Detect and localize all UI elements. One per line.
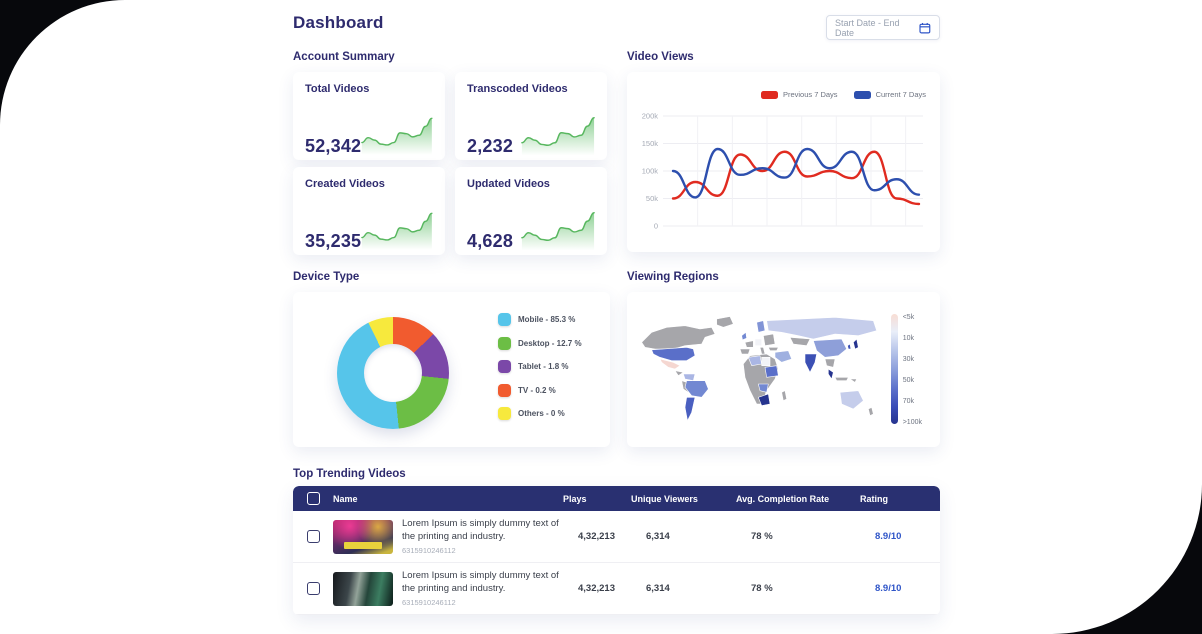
legend-swatch — [498, 313, 511, 326]
card-created-videos: Created Videos 35,235 — [293, 167, 445, 255]
legend-swatch — [498, 383, 511, 397]
svg-text:0: 0 — [654, 222, 658, 231]
column-rating[interactable]: Rating — [860, 493, 888, 504]
card-transcoded-videos: Transcoded Videos 2,232 — [455, 72, 607, 160]
legend-tv: TV - 0.2 % — [498, 383, 582, 397]
video-id: 6315910246112 — [402, 546, 456, 556]
legend-swatch-red — [760, 90, 778, 99]
card-title: Total Videos — [305, 83, 370, 95]
video-views-line-chart: 0 50k 100k 150k 200k — [642, 112, 923, 231]
sparkline-chart — [361, 212, 433, 250]
card-title: Created Videos — [305, 178, 385, 190]
card-value: 4,628 — [467, 231, 514, 251]
scale-labels: <5k 10k 30k 50k 70k >100k — [903, 314, 922, 426]
sparkline-chart — [521, 212, 595, 251]
legend-label: Previous 7 Days — [782, 90, 838, 99]
row-checkbox[interactable] — [306, 582, 320, 595]
row-checkbox[interactable] — [306, 530, 320, 543]
avg-completion-value: 78 % — [751, 531, 773, 542]
scale-label: >100k — [902, 419, 922, 426]
avg-completion-value: 78 % — [751, 583, 773, 594]
table-row[interactable]: Lorem Ipsum is simply dummy text of the … — [293, 563, 940, 615]
line-chart-legend: Previous 7 Days Current 7 Days — [760, 90, 926, 99]
legend-others: Others - 0 % — [498, 407, 582, 420]
video-title: Lorem Ipsum is simply dummy text of the … — [402, 517, 559, 542]
section-device-type: Device Type — [293, 271, 360, 283]
card-total-videos: Total Videos 52,342 — [293, 72, 445, 160]
legend-swatch — [498, 360, 511, 373]
plays-value: 4,32,213 — [578, 531, 615, 542]
video-views-panel: Previous 7 Days Current 7 Days 0 50k 100k 1… — [627, 72, 940, 252]
svg-text:150k: 150k — [642, 139, 659, 148]
card-value: 2,232 — [467, 136, 514, 156]
legend-previous-7-days[interactable]: Previous 7 Days — [760, 90, 838, 99]
video-thumbnail[interactable] — [333, 571, 393, 606]
rating-link[interactable]: 8.9/10 — [875, 583, 902, 594]
scale-gradient-bar — [890, 314, 898, 424]
column-name[interactable]: Name — [333, 493, 358, 504]
legend-swatch — [498, 336, 511, 350]
section-viewing-regions: Viewing Regions — [627, 271, 719, 283]
legend-label: TV - 0.2 % — [518, 385, 556, 395]
column-avg-completion-rate[interactable]: Avg. Completion Rate — [736, 493, 830, 504]
legend-tablet: Tablet - 1.8 % — [498, 360, 582, 373]
viewing-regions-panel: <5k 10k 30k 50k 70k >100k — [627, 292, 940, 447]
select-all-checkbox[interactable] — [306, 492, 320, 505]
card-title: Updated Videos — [467, 178, 550, 190]
device-type-donut-chart — [337, 317, 449, 429]
rating-link[interactable]: 8.9/10 — [875, 531, 902, 542]
legend-label: Tablet - 1.8 % — [518, 362, 569, 371]
column-plays[interactable]: Plays — [563, 493, 587, 504]
world-map — [641, 316, 877, 421]
table-header-row: Name Plays Unique Viewers Avg. Completio… — [293, 486, 940, 511]
scale-label: <5k — [902, 314, 915, 321]
legend-desktop: Desktop - 12.7 % — [498, 336, 582, 350]
legend-current-7-days[interactable]: Current 7 Days — [853, 90, 926, 99]
scale-label: 10k — [902, 335, 915, 342]
device-type-panel: Mobile - 85.3 % Desktop - 12.7 % Tablet … — [293, 292, 610, 447]
page-title: Dashboard — [293, 13, 384, 32]
unique-viewers-value: 6,314 — [646, 531, 670, 542]
trending-videos-table: Name Plays Unique Viewers Avg. Completio… — [293, 486, 940, 615]
card-value: 35,235 — [305, 231, 362, 251]
scale-label: 30k — [902, 356, 915, 363]
legend-mobile: Mobile - 85.3 % — [498, 313, 582, 326]
video-thumbnail[interactable] — [333, 519, 393, 554]
svg-text:200k: 200k — [642, 112, 659, 121]
video-title: Lorem Ipsum is simply dummy text of the … — [402, 569, 559, 594]
date-range-picker[interactable]: Start Date - End Date — [826, 15, 940, 40]
sparkline-chart — [361, 117, 433, 155]
svg-text:50k: 50k — [646, 194, 658, 203]
column-unique-viewers[interactable]: Unique Viewers — [631, 493, 698, 504]
calendar-icon — [919, 22, 931, 33]
section-video-views: Video Views — [627, 51, 694, 63]
svg-text:100k: 100k — [642, 167, 659, 176]
map-color-scale: <5k 10k 30k 50k 70k >100k — [890, 314, 922, 426]
card-updated-videos: Updated Videos 4,628 — [455, 167, 607, 255]
legend-swatch — [498, 407, 511, 420]
unique-viewers-value: 6,314 — [646, 583, 670, 594]
video-id: 6315910246112 — [402, 598, 456, 608]
legend-swatch-blue — [853, 90, 871, 99]
sparkline-chart — [521, 117, 595, 156]
table-row[interactable]: Lorem Ipsum is simply dummy text of the … — [293, 511, 940, 563]
section-account-summary: Account Summary — [293, 51, 395, 63]
plays-value: 4,32,213 — [578, 583, 615, 594]
legend-label: Others - 0 % — [518, 409, 565, 418]
scale-label: 70k — [902, 398, 915, 405]
date-range-label: Start Date - End Date — [835, 17, 900, 38]
donut-legend: Mobile - 85.3 % Desktop - 12.7 % Tablet … — [498, 313, 582, 420]
section-top-trending-videos: Top Trending Videos — [293, 468, 406, 480]
scale-label: 50k — [902, 377, 915, 384]
card-value: 52,342 — [305, 136, 362, 156]
legend-label: Desktop - 12.7 % — [518, 338, 582, 348]
legend-label: Mobile - 85.3 % — [518, 315, 576, 324]
legend-label: Current 7 Days — [875, 90, 926, 99]
card-title: Transcoded Videos — [467, 83, 568, 95]
